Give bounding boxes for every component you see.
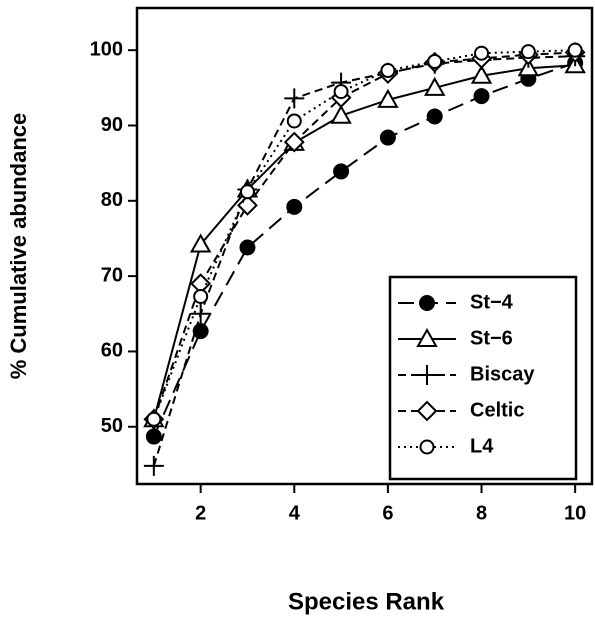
marker [424,76,446,96]
y-tick-label: 70 [101,264,123,286]
marker [143,455,164,476]
legend-label: Biscay [470,363,535,385]
marker [419,439,435,455]
marker [239,184,255,200]
marker [417,365,437,385]
marker [333,84,349,100]
x-axis-title: Species Rank [288,588,445,615]
marker [333,163,350,180]
legend-label: St−6 [470,327,513,349]
series-line [152,62,576,437]
plot-frame [135,6,594,486]
marker [284,88,305,109]
series-line [152,51,576,420]
marker [379,129,396,146]
marker [193,288,209,304]
marker [146,411,162,427]
y-tick-label: 60 [101,340,123,362]
x-tick-label: 8 [476,502,487,524]
marker [189,233,212,253]
marker [380,63,396,79]
marker [330,104,352,124]
series-line [152,55,576,467]
legend-label: Celtic [470,399,524,421]
marker [470,64,493,84]
marker [377,88,399,108]
x-tick-label: 2 [195,502,206,524]
marker [567,42,583,58]
marker [520,44,536,60]
marker [192,323,209,340]
y-tick-label: 90 [101,114,123,136]
y-tick-label: 100 [90,38,123,60]
marker [145,428,162,445]
marker [286,113,302,129]
marker [473,88,490,105]
marker [416,327,438,347]
marker [419,295,435,311]
y-tick-label: 50 [101,415,123,437]
marker [190,303,211,324]
marker [474,45,490,61]
x-tick-label: 10 [564,502,586,524]
legend-label: St−4 [470,291,514,313]
x-tick-label: 6 [382,502,393,524]
marker [427,53,443,69]
series-line [152,64,576,420]
y-axis-title: % Cumulative abundance [6,113,31,380]
marker [283,131,305,153]
marker [239,239,256,256]
marker [426,108,443,125]
marker [237,194,258,216]
legend-label: L4 [470,435,494,457]
marker [416,400,438,422]
y-tick-label: 80 [101,189,123,211]
x-tick-label: 4 [289,502,301,524]
marker [286,198,303,215]
